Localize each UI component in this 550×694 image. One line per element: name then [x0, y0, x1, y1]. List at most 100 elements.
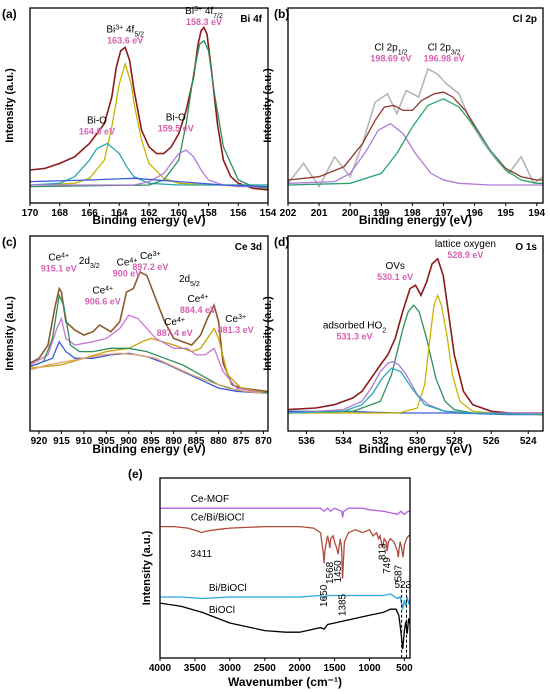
series-name-label: Ce-MOF: [191, 494, 229, 505]
x-tick-label: 870: [255, 436, 272, 447]
peak-annotation: 2d3/2: [79, 256, 100, 270]
x-tick-label: 166: [81, 208, 98, 219]
annotation-label: 2d: [79, 256, 90, 267]
series-line-3: [288, 293, 543, 416]
x-tick-label: 1000: [358, 663, 381, 674]
y-axis-label: Intensity (a.u.): [141, 530, 153, 605]
annotation-subscript: 7/2: [213, 13, 223, 20]
x-tick-label: 196: [466, 208, 483, 219]
annotation-label: Bi: [106, 24, 115, 35]
peak-wavenumber-label: 749: [382, 557, 393, 574]
x-tick-label: 920: [31, 436, 48, 447]
x-tick-label: 2500: [254, 663, 277, 674]
y-axis-label: Intensity (a.u.): [262, 296, 274, 371]
peak-annotation: adsorbed HO2: [323, 320, 386, 334]
x-tick-label: 895: [143, 436, 160, 447]
x-tick-label: 532: [372, 436, 389, 447]
annotation-subscript: 2: [382, 327, 386, 334]
annotation-superscript: 3+: [194, 6, 202, 13]
peak-value-label: 159.5 eV: [158, 123, 194, 133]
x-tick-label: 500: [396, 663, 413, 674]
x-tick-label: 200: [342, 208, 359, 219]
x-tick-label: 160: [170, 208, 187, 219]
annotation-subscript: 3/2: [90, 262, 100, 269]
peak-value-label: 887.4 eV: [157, 328, 193, 338]
x-tick-label: 170: [22, 208, 39, 219]
series-line-0: [30, 26, 268, 191]
series-line-2: [288, 122, 543, 186]
series-group: [30, 26, 268, 191]
series-line-5: [30, 177, 268, 188]
peak-annotation: OVs: [385, 261, 404, 272]
x-axis-label: Binding energy (eV): [359, 213, 472, 227]
annotation-label: Ce: [225, 314, 238, 325]
x-tick-label: 2000: [289, 663, 312, 674]
peak-annotation: Ce4+: [188, 293, 209, 305]
annotation-subscript: 5/2: [134, 31, 144, 38]
peak-annotation: Ce4+: [164, 317, 185, 329]
panel-d: 536 534 532 530 528 526 524 Binding energy (eV)…: [262, 235, 544, 456]
peak-value-label: 897.2 eV: [132, 262, 168, 272]
peak-wavenumber-label: 1650: [319, 584, 330, 607]
plot-frame: [29, 235, 269, 432]
panel-e: 4000 3500 3000 2500 2000 1500 1000 500 Wavenumbe…: [128, 467, 413, 689]
x-tick-label: 875: [233, 436, 250, 447]
annotation-superscript: 4+: [177, 317, 185, 324]
x-tick-label: 890: [165, 436, 182, 447]
x-tick-label: 168: [51, 208, 68, 219]
annotation-label: adsorbed H: [323, 320, 375, 331]
x-tick-label: 164: [111, 208, 128, 219]
annotation-label: Ce: [188, 294, 201, 305]
x-tick-label: 194: [528, 208, 545, 219]
annotation-subscript: 3/2: [451, 49, 461, 56]
annotation-superscript: 3+: [115, 24, 123, 31]
series-line-2: [30, 142, 268, 186]
element-label: O 1s: [515, 242, 537, 253]
series-line-ce-mof: [160, 507, 410, 518]
plot-frame: [29, 7, 269, 204]
x-tick-label: 905: [98, 436, 115, 447]
peak-annotation: Ce3+: [140, 250, 161, 262]
element-label: Ce 3d: [235, 242, 262, 253]
peak-wavenumber-label: 3411: [190, 549, 212, 560]
annotation-label: Ce: [92, 286, 105, 297]
series-line-4: [288, 360, 543, 414]
peak-annotation: 2d5/2: [179, 274, 200, 288]
x-tick-label: 197: [435, 208, 452, 219]
series-line-5: [288, 367, 543, 416]
x-tick-label: 536: [298, 436, 315, 447]
annotation-superscript: 3+: [153, 250, 161, 257]
peak-value-label: 884.4 eV: [180, 305, 216, 315]
peak-value-label: 528.9 eV: [447, 250, 483, 260]
series-line-ce-bi-biocl: [160, 525, 410, 579]
panel-a: 170 168 166 164 162 160 158 156 154 Binding energ…: [2, 6, 277, 227]
y-axis-label: Intensity (a.u.): [262, 68, 274, 143]
peak-annotation: Ce4+: [117, 257, 138, 269]
y-axis-label: Intensity (a.u.): [4, 68, 16, 143]
peak-annotation: Bi3+ 4f7/2: [185, 6, 223, 20]
annotation-label-suffix: O: [375, 320, 383, 331]
series-line-3: [288, 98, 543, 186]
x-axis-label: Binding energy (eV): [92, 442, 205, 456]
x-axis-label: Wavenumber (cm⁻¹): [228, 675, 342, 689]
plot-frame: [159, 477, 411, 659]
annotation-label: Cl 2p: [428, 43, 452, 54]
peak-value-label: 198.69 eV: [370, 54, 411, 64]
annotation-superscript: 4+: [105, 285, 113, 292]
series-line-biocl: [160, 602, 410, 650]
plot-frame: [287, 235, 544, 432]
x-tick-label: 202: [280, 208, 297, 219]
x-tick-label: 195: [497, 208, 514, 219]
x-tick-label: 201: [311, 208, 328, 219]
series-line-0: [288, 257, 543, 414]
x-tick-label: 199: [373, 208, 390, 219]
annotation-label: Ce: [117, 257, 130, 268]
series-name-label: BiOCl: [209, 605, 235, 616]
series-name-label: Ce/Bi/BiOCl: [191, 512, 244, 523]
panel-label: (e): [128, 467, 143, 481]
x-tick-label: 530: [409, 436, 426, 447]
annotation-label: OVs: [385, 261, 404, 272]
annotation-label: 2d: [179, 274, 190, 285]
series-group: [30, 271, 268, 394]
y-axis-label: Intensity (a.u.): [4, 296, 16, 371]
